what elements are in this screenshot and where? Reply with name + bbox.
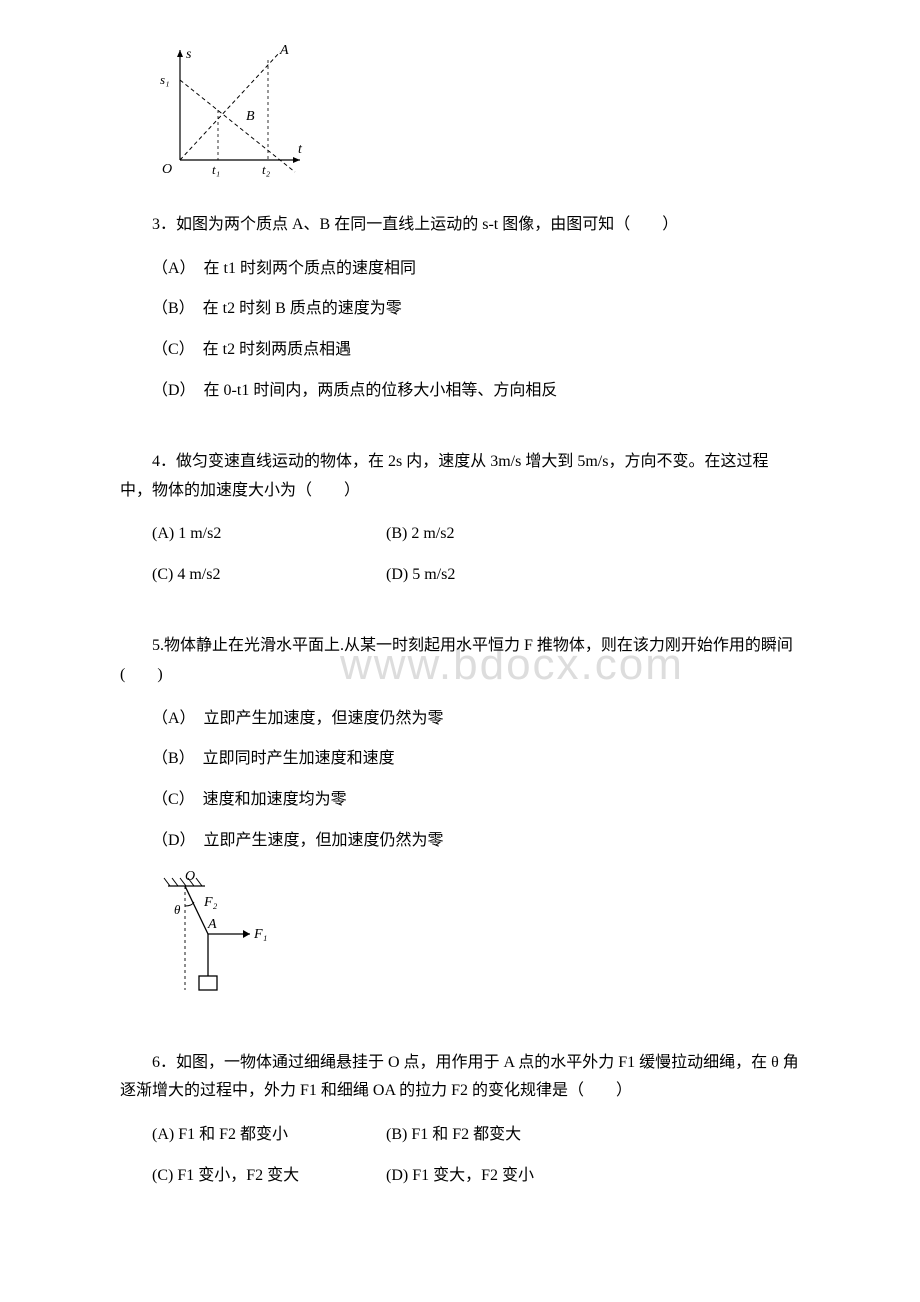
q6-row1: (A) F1 和 F2 都变小 (B) F1 和 F2 都变大 [120,1121,800,1150]
t1-label: t₁ [212,162,220,177]
q4-row2: (C) 4 m/s2 (D) 5 m/s2 [120,561,800,590]
theta-label: θ [174,902,181,917]
q3-option-C: （C） 在 t2 时刻两质点相遇 [120,336,800,365]
q5-option-C: （C） 速度和加速度均为零 [120,786,800,815]
force-diagram-svg: O θ F₂ A F₁ [150,868,280,1003]
F1-label: F₁ [253,927,267,942]
q3-option-A: （A） 在 t1 时刻两个质点的速度相同 [120,255,800,284]
q4-option-D: (D) 5 m/s2 [386,561,455,590]
point-A-label: A [279,43,289,58]
q4-option-A: (A) 1 m/s2 [152,520,382,549]
page-wrap: www.bdocx.com s s₁ [120,40,800,1191]
spacer [120,418,800,448]
A-label: A [207,917,217,932]
q6-row2: (C) F1 变小，F2 变大 (D) F1 变大，F2 变小 [120,1162,800,1191]
q4-text: 4．做匀变速直线运动的物体，在 2s 内，速度从 3m/s 增大到 5m/s，方… [120,448,800,506]
O-label: O [185,869,195,884]
q5-text: 5.物体静止在光滑水平面上.从某一时刻起用水平恒力 F 推物体，则在该力刚开始作… [120,632,800,690]
q3-option-B: （B） 在 t2 时刻 B 质点的速度为零 [120,295,800,324]
q6-option-A: (A) F1 和 F2 都变小 [152,1121,382,1150]
F2-label: F₂ [203,895,218,910]
q6-text: 6．如图，一物体通过细绳悬挂于 O 点，用作用于 A 点的水平外力 F1 缓慢拉… [120,1049,800,1107]
q3-option-D: （D） 在 0-t1 时间内，两质点的位移大小相等、方向相反 [120,377,800,406]
q5-option-A: （A） 立即产生加速度，但速度仍然为零 [120,705,800,734]
content: s s₁ O t₁ t₂ t A B 3．如图为两个质点 A、B 在同一直线上运… [120,40,800,1191]
q4-option-C: (C) 4 m/s2 [152,561,382,590]
q3-text: 3．如图为两个质点 A、B 在同一直线上运动的 s-t 图像，由图可知（ ） [120,211,800,240]
q4-option-B: (B) 2 m/s2 [386,520,454,549]
q6-option-C: (C) F1 变小，F2 变大 [152,1162,382,1191]
figure-q6: O θ F₂ A F₁ [150,868,800,1014]
s1-label: s₁ [160,72,170,87]
origin-label: O [162,162,172,177]
axis-t-label: t [298,142,303,157]
point-B-label: B [246,109,255,124]
q4-row1: (A) 1 m/s2 (B) 2 m/s2 [120,520,800,549]
q6-option-D: (D) F1 变大，F2 变小 [386,1162,534,1191]
figure-q3: s s₁ O t₁ t₂ t A B [150,40,800,191]
spacer [120,1034,800,1049]
q6-option-B: (B) F1 和 F2 都变大 [386,1121,521,1150]
st-graph-svg: s s₁ O t₁ t₂ t A B [150,40,310,180]
q5-option-B: （B） 立即同时产生加速度和速度 [120,745,800,774]
t2-label: t₂ [262,162,271,177]
axis-s-label: s [186,47,192,62]
spacer [120,602,800,632]
q5-option-D: （D） 立即产生速度，但加速度仍然为零 [120,827,800,856]
